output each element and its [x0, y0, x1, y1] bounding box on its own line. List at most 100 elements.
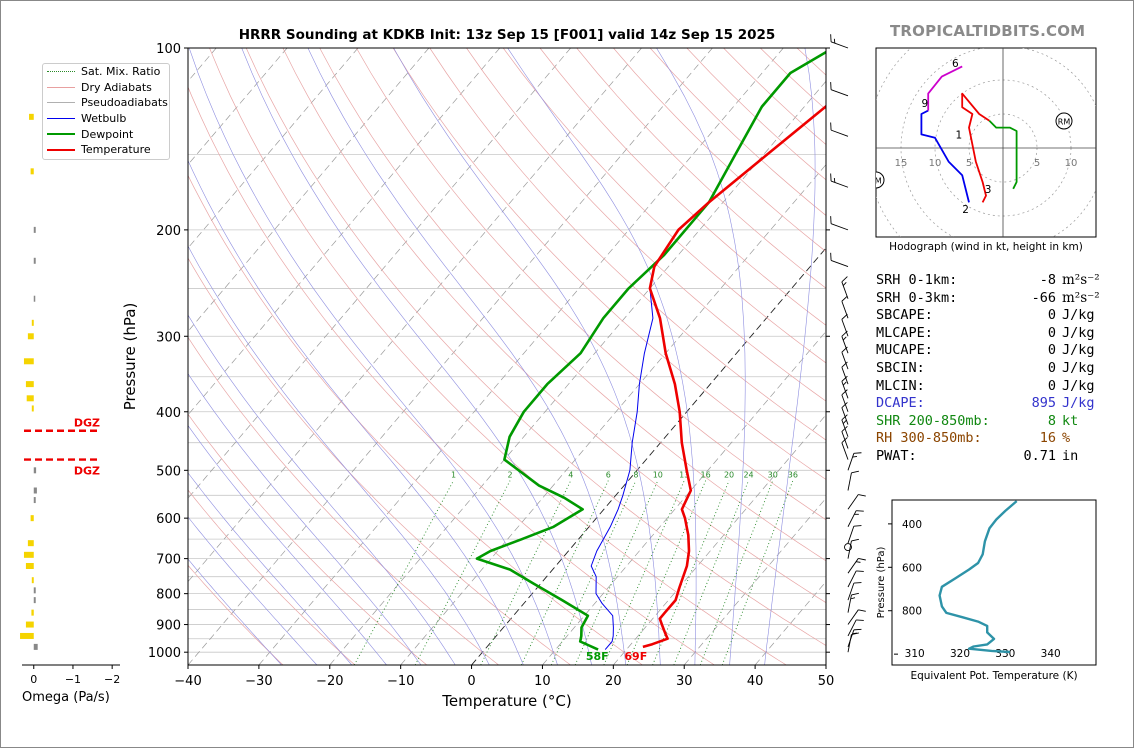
wind-barb [830, 252, 849, 267]
hodograph-trace [988, 120, 1018, 190]
legend-label: Temperature [81, 143, 151, 157]
hodograph-panel: 15 10 5 5 10 1 2 3 6 9 RM LM [875, 47, 1097, 238]
isotherm-line [683, 497, 826, 665]
index-row: MLCAPE: 0 J/kg [876, 325, 1116, 343]
index-unit: in [1062, 447, 1079, 464]
dry-adiabat [502, 48, 826, 364]
index-label: SRH 0-3km: [876, 289, 958, 306]
y-tick-label: 400 [156, 406, 181, 421]
barb-flag [858, 609, 866, 612]
barb-flag [841, 414, 848, 421]
sounding-indices: SRH 0-1km: -8 m²s⁻² SRH 0-3km: -66 m²s⁻² SBCAP… [876, 272, 1116, 466]
dry-adiabat [188, 336, 499, 665]
barb-flag [830, 34, 832, 42]
hodograph-inner: 15 10 5 5 10 1 2 3 6 9 RM LM [876, 48, 1096, 237]
barb-flag [830, 252, 832, 261]
omega-axis-label: Omega (Pa/s) [22, 690, 110, 705]
thetae-x-tick-label: 320 [950, 648, 970, 660]
dewpoint-line [475, 50, 826, 651]
legend-label: Pseudoadiabats [81, 96, 168, 110]
index-row: SRH 0-3km: -66 m²s⁻² [876, 290, 1116, 308]
barb-staff [841, 442, 849, 460]
dry-adiabat [245, 48, 826, 646]
barb-flag [841, 276, 848, 283]
moist-adiabat [188, 314, 456, 665]
mixing-ratio-line [520, 480, 609, 665]
legend-label: Dry Adiabats [81, 80, 152, 94]
x-axis-label: Temperature (°C) [441, 692, 571, 710]
moist-adiabat [188, 558, 282, 665]
moist-adiabat [188, 373, 422, 665]
thetae-x-tick-label: 310 [905, 648, 925, 660]
hodograph-trace [927, 65, 963, 111]
index-label: SBCIN: [876, 359, 925, 376]
omega-bar [33, 597, 36, 604]
isotherm-line [188, 48, 642, 583]
index-value: 8 [1047, 412, 1056, 429]
dry-adiabat [356, 48, 826, 521]
omega-tick-label: 0 [30, 673, 37, 686]
barb-staff [847, 594, 852, 613]
mixing-ratio-line [574, 480, 659, 665]
x-tick-label: 30 [676, 674, 693, 689]
wind-barb [847, 592, 859, 613]
legend-swatch [47, 102, 75, 104]
y-tick-label: 300 [156, 330, 181, 345]
mixing-ratio-label: 4 [568, 471, 573, 480]
barb-half-flag [833, 177, 836, 183]
index-row: MLCIN: 0 J/kg [876, 378, 1116, 396]
barb-flag [841, 389, 848, 396]
barb-staff [841, 367, 849, 385]
barb-staff [841, 394, 849, 412]
dry-adiabat [539, 48, 826, 326]
hodograph-height-label: 2 [962, 204, 969, 216]
dry-adiabat [188, 413, 428, 665]
omega-panel: 0 −1 −2 DGZ DGZ [20, 113, 120, 686]
barb-staff [847, 453, 855, 471]
wind-barb [841, 330, 849, 354]
thetae-panel: 400 600 800 310 320 330 340 Equivalent Pot. Tem… [876, 499, 1097, 682]
barb-flag [853, 525, 862, 527]
isotherm-line [188, 48, 359, 249]
barb-flag [841, 437, 848, 444]
barb-half-flag [842, 336, 847, 341]
barb-flag [841, 361, 848, 368]
index-row: RH 300-850mb: 16% [876, 430, 1116, 448]
barb-flag [853, 628, 862, 631]
barb-staff [847, 472, 852, 491]
barb-half-flag [855, 561, 861, 563]
isotherm-line [613, 414, 826, 665]
wind-barb [847, 632, 859, 653]
omega-bar [25, 562, 34, 569]
mixing-ratio-line [603, 480, 685, 665]
barb-staff [830, 89, 849, 97]
index-unit: J/kg [1062, 307, 1095, 324]
barb-flag [856, 570, 864, 572]
barb-half-flag [842, 282, 847, 286]
barb-half-flag [842, 381, 847, 386]
hodograph-ring-label: 5 [1034, 158, 1040, 169]
y-tick-label: 700 [156, 553, 181, 568]
y-tick-label: 1000 [148, 646, 181, 661]
wind-barb [830, 82, 849, 97]
legend-swatch [47, 133, 75, 136]
omega-bar [33, 587, 36, 594]
thetae-inner [938, 500, 1018, 654]
barb-staff [841, 336, 849, 354]
moist-adiabat [188, 516, 318, 665]
thetae-y-tick-label: 800 [902, 606, 922, 618]
index-value: 0 [1047, 342, 1056, 359]
barb-flag [851, 632, 859, 635]
mixing-ratio-label: 13 [679, 471, 689, 480]
barb-flag [858, 558, 866, 561]
barb-staff [841, 381, 849, 399]
wind-barbs [830, 34, 866, 653]
x-tick-label: 20 [605, 674, 622, 689]
omega-bar [30, 168, 34, 175]
index-row: SRH 0-1km: -8 m²s⁻² [876, 272, 1116, 290]
barb-staff [830, 41, 849, 49]
chart-legend: Sat. Mix. Ratio Dry Adiabats Pseudoadiabat… [42, 63, 170, 160]
index-row: DCAPE: 895 J/kg [876, 395, 1116, 413]
wind-barb [847, 582, 862, 601]
